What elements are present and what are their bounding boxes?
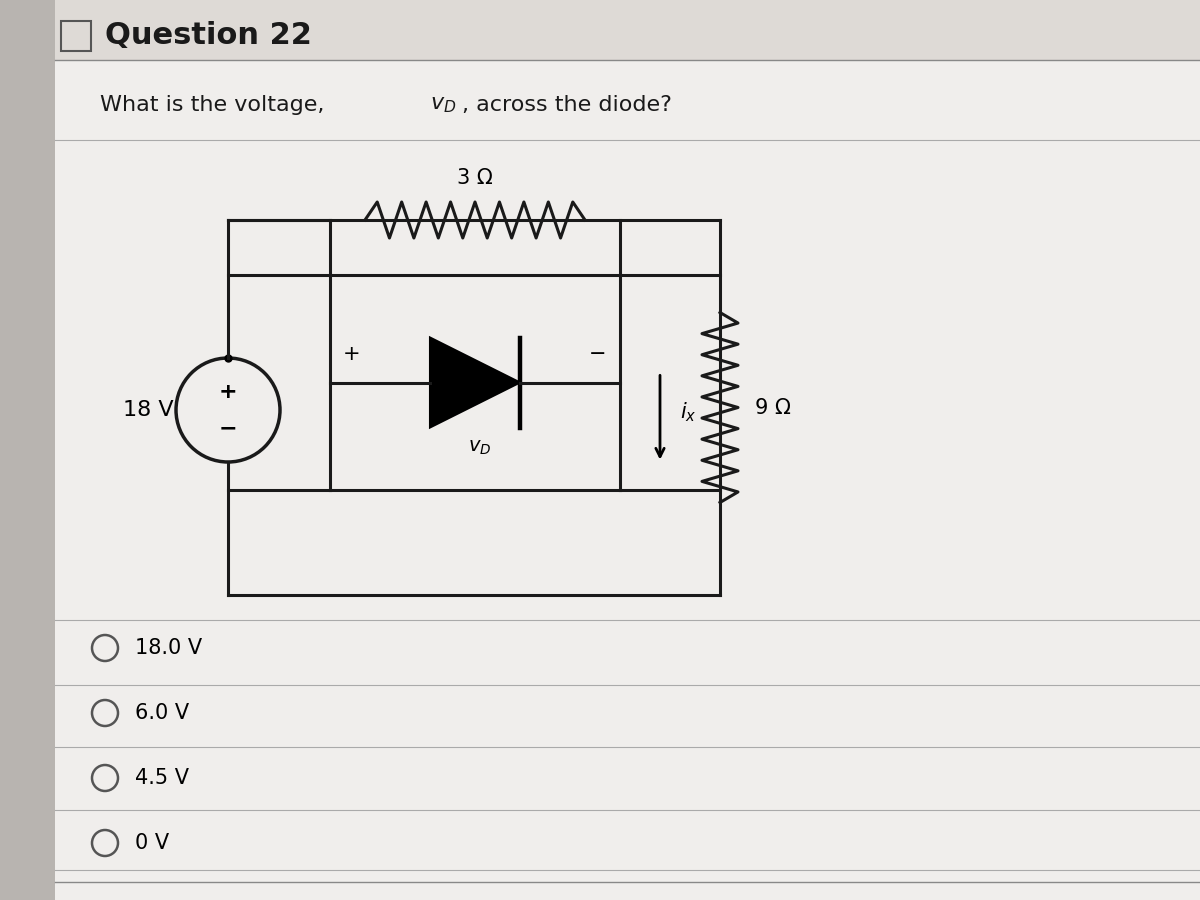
Text: $i_x$: $i_x$ (680, 400, 696, 424)
Text: 18.0 V: 18.0 V (134, 638, 202, 658)
Text: 18 V: 18 V (122, 400, 173, 420)
Text: 9 Ω: 9 Ω (755, 398, 791, 418)
Text: What is the voltage,: What is the voltage, (100, 95, 331, 115)
Text: Question 22: Question 22 (106, 22, 312, 50)
Text: 6.0 V: 6.0 V (134, 703, 190, 723)
Text: +: + (218, 382, 238, 402)
Text: $v_D$: $v_D$ (468, 438, 492, 457)
FancyBboxPatch shape (61, 21, 91, 51)
Text: , across the diode?: , across the diode? (462, 95, 672, 115)
Text: 3 Ω: 3 Ω (457, 168, 493, 188)
Text: 0 V: 0 V (134, 833, 169, 853)
Bar (0, 0, 55, 900)
Polygon shape (430, 338, 520, 428)
Text: −: − (589, 345, 607, 364)
Text: +: + (343, 345, 361, 364)
Bar (55, 0, 1200, 60)
Text: 4.5 V: 4.5 V (134, 768, 190, 788)
Text: $v_D$: $v_D$ (430, 95, 456, 115)
Text: −: − (218, 418, 238, 438)
